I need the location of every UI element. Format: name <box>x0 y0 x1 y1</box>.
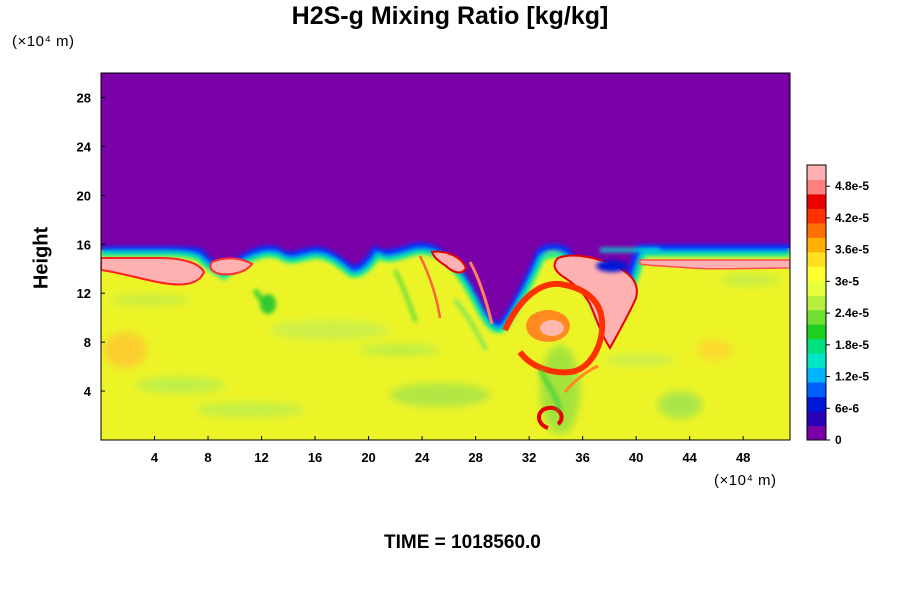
colorbar-label: 1.8e-5 <box>835 338 869 352</box>
colorbar-swatch <box>807 251 826 267</box>
y-tick-label: 8 <box>84 335 91 350</box>
y-axis: 4 8 12 16 20 24 28 <box>77 90 105 399</box>
x-tick-label: 36 <box>575 450 589 465</box>
x-tick-label: 8 <box>204 450 211 465</box>
heatmap-field <box>101 73 790 440</box>
colorbar-swatch <box>807 353 826 369</box>
x-tick-label: 48 <box>736 450 750 465</box>
x-axis-unit: (×10⁴ m) <box>714 472 777 489</box>
colorbar: 0 6e-6 1.2e-5 1.8e-5 2.4e-5 3e-5 3.6e-5 4.2e-5 4… <box>806 164 869 447</box>
colorbar-swatch <box>807 179 826 195</box>
colorbar-swatch <box>807 425 826 441</box>
y-tick-label: 20 <box>77 188 91 203</box>
x-tick-label: 12 <box>254 450 268 465</box>
colorbar-swatch <box>807 338 826 354</box>
x-tick-label: 20 <box>361 450 375 465</box>
lower-region-texture <box>103 274 780 435</box>
colorbar-swatch <box>807 193 826 209</box>
y-tick-label: 4 <box>84 384 92 399</box>
y-tick-label: 24 <box>77 139 92 154</box>
plot-frame <box>100 72 791 441</box>
colorbar-label: 3e-5 <box>835 274 859 288</box>
colorbar-swatch <box>807 309 826 325</box>
x-tick-label: 28 <box>468 450 482 465</box>
mixing-filaments <box>252 248 660 411</box>
chart-title: H2S-g Mixing Ratio [kg/kg] <box>291 2 609 30</box>
colorbar-swatch <box>807 367 826 383</box>
colorbar-frame <box>806 164 827 441</box>
colorbar-swatch <box>807 208 826 224</box>
high-concentration-regions <box>101 250 790 430</box>
colorbar-label: 0 <box>835 433 842 447</box>
colorbar-swatch <box>807 165 826 180</box>
x-tick-label: 16 <box>308 450 322 465</box>
colorbar-swatch <box>807 324 826 340</box>
colorbar-swatch <box>807 280 826 296</box>
x-tick-label: 44 <box>682 450 697 465</box>
colorbar-swatch <box>807 411 826 427</box>
colorbar-label: 2.4e-5 <box>835 306 869 320</box>
x-tick-label: 24 <box>415 450 430 465</box>
colorbar-label: 4.8e-5 <box>835 179 869 193</box>
colorbar-swatch <box>807 222 826 238</box>
x-tick-label: 4 <box>151 450 159 465</box>
colorbar-swatch <box>807 382 826 398</box>
y-tick-label: 12 <box>77 286 91 301</box>
colorbar-label: 4.2e-5 <box>835 211 869 225</box>
colorbar-label: 3.6e-5 <box>835 243 869 257</box>
x-axis: 4 8 12 16 20 24 28 32 36 40 44 48 <box>151 436 750 465</box>
colorbar-swatch <box>807 396 826 412</box>
y-tick-label: 16 <box>77 237 91 252</box>
colorbar-swatch <box>807 266 826 282</box>
colorbar-label: 6e-6 <box>835 401 859 415</box>
y-axis-unit: (×10⁴ m) <box>12 33 75 50</box>
x-tick-label: 32 <box>522 450 536 465</box>
colorbar-swatch <box>807 237 826 253</box>
y-tick-label: 28 <box>77 90 91 105</box>
colorbar-swatch <box>807 295 826 311</box>
x-tick-label: 40 <box>629 450 643 465</box>
colorbar-label: 1.2e-5 <box>835 370 869 384</box>
time-label: TIME = 1018560.0 <box>384 532 541 553</box>
